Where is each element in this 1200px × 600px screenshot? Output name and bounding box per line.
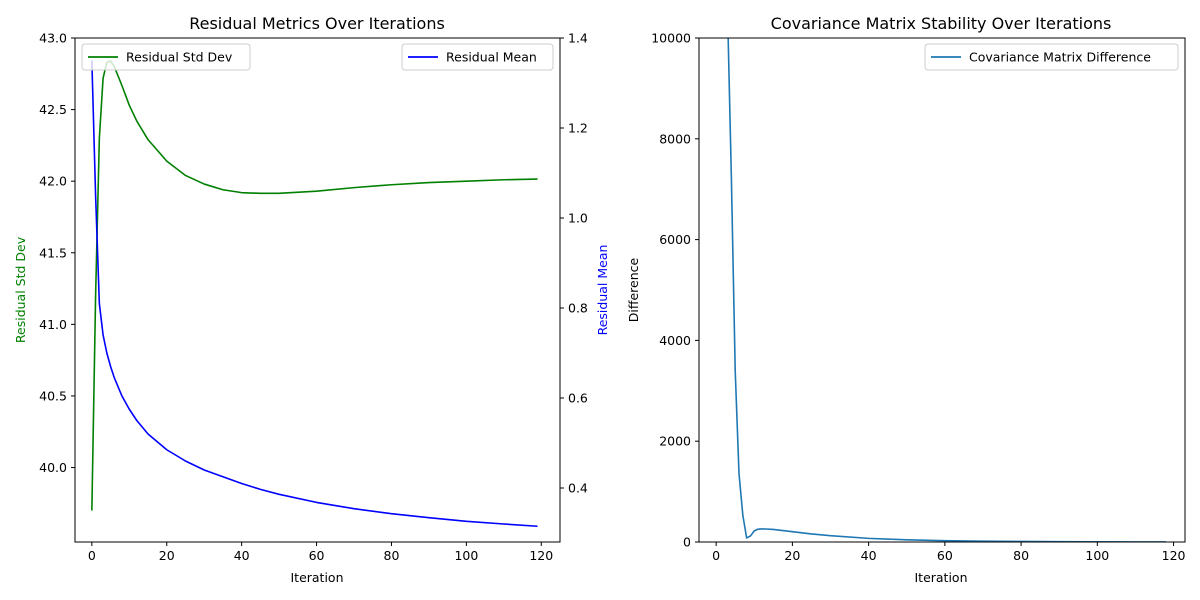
- residual-chart: Residual Metrics Over Iterations 0 20 40 60…: [13, 14, 610, 585]
- covariance-y-tick-label: 2000: [659, 434, 691, 449]
- residual-y2-tick-label: 0.8: [568, 301, 588, 316]
- residual-y2-tick-label: 1.2: [568, 121, 588, 136]
- covariance-chart: Covariance Matrix Stability Over Iterati…: [626, 14, 1186, 585]
- residual-y2-tick-label: 1.0: [568, 211, 588, 226]
- covariance-y-tick-label: 4000: [659, 333, 691, 348]
- residual-x-tick-label: 60: [309, 548, 325, 563]
- covariance-x-tick-label: 120: [1162, 548, 1186, 563]
- covariance-x-tick-label: 100: [1085, 548, 1109, 563]
- residual-x-tick-label: 0: [88, 548, 96, 563]
- covariance-y-tick-label: 6000: [659, 232, 691, 247]
- legend-label-std-dev: Residual Std Dev: [126, 50, 233, 65]
- residual-legend-right: Residual Mean: [401, 43, 554, 71]
- covariance-x-tick-label: 80: [1013, 548, 1029, 563]
- covariance-y-axis-label: Difference: [626, 257, 641, 322]
- residual-y-tick-label: 42.5: [39, 102, 67, 117]
- residual-x-tick-label: 20: [159, 548, 175, 563]
- residual-y-tick-label: 41.0: [39, 317, 67, 332]
- residual-y-tick-label: 43.0: [39, 31, 67, 46]
- covariance-x-tick-label: 60: [937, 548, 953, 563]
- residual-x-tick-label: 80: [384, 548, 400, 563]
- residual-legend-left: Residual Std Dev: [81, 43, 251, 71]
- covariance-x-tick-label: 20: [784, 548, 800, 563]
- covariance-y-tick-label: 0: [683, 535, 691, 550]
- covariance-y-tick-label: 10000: [651, 31, 691, 46]
- residual-y2-tick-label: 1.4: [568, 31, 588, 46]
- covariance-x-tick-label: 40: [861, 548, 877, 563]
- residual-x-tick-label: 40: [234, 548, 250, 563]
- covariance-y-tick-label: 8000: [659, 131, 691, 146]
- legend-label-mean: Residual Mean: [446, 50, 537, 65]
- residual-y2-tick-label: 0.6: [568, 391, 588, 406]
- residual-chart-title: Residual Metrics Over Iterations: [189, 14, 445, 33]
- residual-x-tick-label: 100: [454, 548, 478, 563]
- covariance-chart-title: Covariance Matrix Stability Over Iterati…: [771, 14, 1112, 33]
- covariance-x-tick-label: 0: [712, 548, 720, 563]
- residual-x-tick-label: 120: [529, 548, 553, 563]
- residual-y-tick-label: 41.5: [39, 245, 67, 260]
- covariance-x-axis-label: Iteration: [914, 570, 967, 585]
- residual-y2-tick-label: 0.4: [568, 481, 588, 496]
- covariance-plot-frame: [698, 37, 1186, 543]
- covariance-legend: Covariance Matrix Difference: [924, 43, 1179, 71]
- residual-y-tick-label: 40.0: [39, 460, 67, 475]
- residual-y-axis-label: Residual Std Dev: [13, 236, 28, 343]
- residual-y-tick-label: 42.0: [39, 174, 67, 189]
- residual-plot-frame: [74, 37, 561, 543]
- legend-label-covariance: Covariance Matrix Difference: [969, 50, 1151, 65]
- residual-y2-axis-label: Residual Mean: [595, 245, 610, 336]
- residual-x-axis-label: Iteration: [290, 570, 343, 585]
- covariance-difference-line: [727, 38, 1166, 542]
- residual-y-tick-label: 40.5: [39, 388, 67, 403]
- residual-mean-line: [91, 60, 538, 528]
